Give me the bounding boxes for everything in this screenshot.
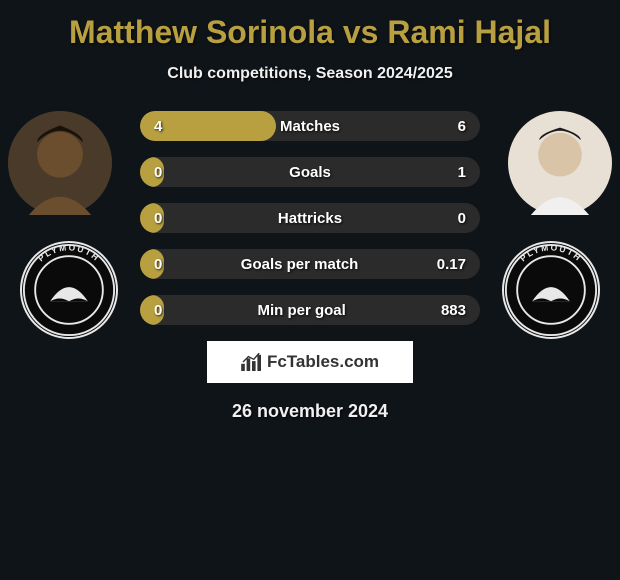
stat-bar: 0Goals per match0.17 xyxy=(140,249,480,279)
stat-left-value: 0 xyxy=(154,164,162,181)
stat-right-value: 883 xyxy=(441,302,466,319)
stat-bars: 4Matches60Goals10Hattricks00Goals per ma… xyxy=(140,111,480,325)
stats-area: PLYMOUTH PLYMOUTH 4Matches60Goals10Hattr… xyxy=(0,111,620,325)
comparison-subtitle: Club competitions, Season 2024/2025 xyxy=(0,65,620,83)
stat-right-value: 0.17 xyxy=(437,256,466,273)
comparison-card: Matthew Sorinola vs Rami Hajal Club comp… xyxy=(0,0,620,580)
avatar-placeholder-icon xyxy=(8,111,112,215)
stat-bar: 0Hattricks0 xyxy=(140,203,480,233)
club-badge-icon: PLYMOUTH xyxy=(504,241,598,339)
watermark-text: FcTables.com xyxy=(267,352,379,372)
stat-bar-text: 0Min per goal883 xyxy=(140,295,480,325)
stat-bar-text: 0Goals per match0.17 xyxy=(140,249,480,279)
comparison-title: Matthew Sorinola vs Rami Hajal xyxy=(0,14,620,51)
stat-label: Matches xyxy=(162,118,457,135)
stat-bar-text: 4Matches6 xyxy=(140,111,480,141)
stat-bar: 0Min per goal883 xyxy=(140,295,480,325)
watermark: FcTables.com xyxy=(207,341,413,383)
stat-right-value: 1 xyxy=(458,164,466,181)
club-left-badge: PLYMOUTH xyxy=(20,241,118,339)
comparison-date: 26 november 2024 xyxy=(0,401,620,422)
club-badge-icon: PLYMOUTH xyxy=(22,241,116,339)
stat-label: Min per goal xyxy=(162,302,441,319)
stat-label: Hattricks xyxy=(162,210,457,227)
stat-label: Goals per match xyxy=(162,256,436,273)
stat-label: Goals xyxy=(162,164,457,181)
stat-bar: 0Goals1 xyxy=(140,157,480,187)
stat-right-value: 6 xyxy=(458,118,466,135)
stat-bar-text: 0Goals1 xyxy=(140,157,480,187)
stat-left-value: 0 xyxy=(154,302,162,319)
player-left-avatar xyxy=(8,111,112,215)
player-right-avatar xyxy=(508,111,612,215)
stat-left-value: 0 xyxy=(154,210,162,227)
stat-left-value: 4 xyxy=(154,118,162,135)
avatar-placeholder-icon xyxy=(508,111,612,215)
stat-bar: 4Matches6 xyxy=(140,111,480,141)
stat-bar-text: 0Hattricks0 xyxy=(140,203,480,233)
club-right-badge: PLYMOUTH xyxy=(502,241,600,339)
stat-left-value: 0 xyxy=(154,256,162,273)
chart-icon xyxy=(241,353,263,371)
stat-right-value: 0 xyxy=(458,210,466,227)
